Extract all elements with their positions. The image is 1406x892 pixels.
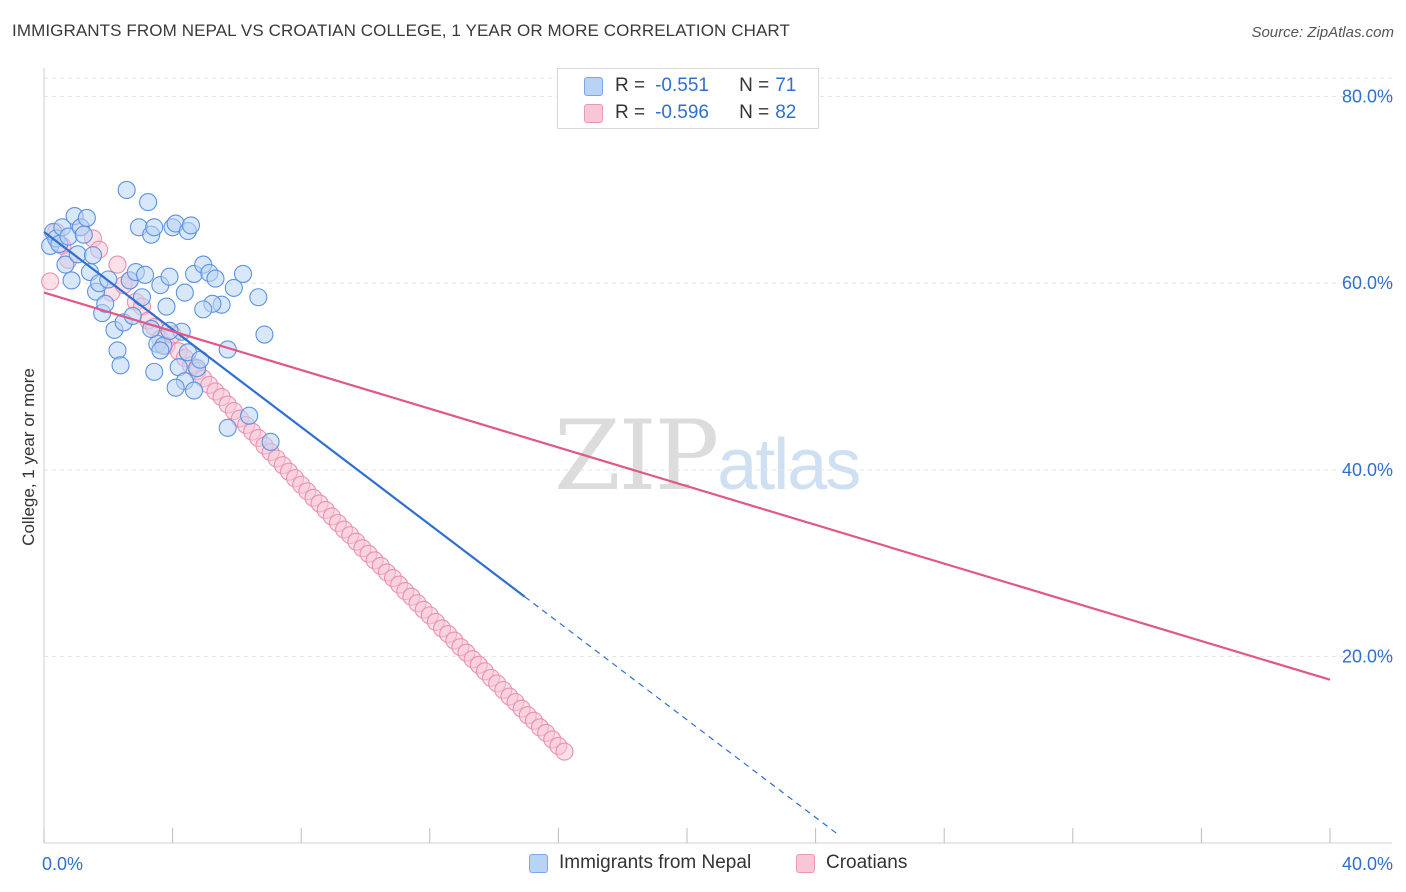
- nepal-point: [96, 294, 115, 313]
- y-axis-label: College, 1 year or more: [19, 368, 38, 546]
- legend-swatch-nepal: [584, 76, 603, 96]
- nepal-point: [218, 418, 237, 437]
- y-tick-label: 40.0%: [1342, 460, 1393, 480]
- nepal-point: [74, 225, 93, 244]
- nepal-point: [83, 246, 103, 265]
- x-tick-label: 40.0%: [1342, 854, 1393, 874]
- chart-source: Source: ZipAtlas.com: [1251, 24, 1394, 41]
- nepal-point: [175, 283, 194, 302]
- series-legend-label-nepal: Immigrants from Nepal: [559, 852, 752, 873]
- watermark: ZIPatlas: [554, 400, 861, 512]
- watermark-zip: ZIP: [554, 400, 719, 512]
- legend-n-value-nepal: 71: [775, 75, 797, 96]
- nepal-point: [132, 288, 152, 307]
- nepal-point: [261, 432, 280, 451]
- legend-r-label: R =: [615, 102, 646, 123]
- nepal-point: [62, 271, 81, 290]
- nepal-point: [224, 278, 243, 297]
- nepal-point: [166, 378, 185, 397]
- nepal-point: [233, 264, 253, 283]
- croatian-point: [555, 742, 574, 761]
- nepal-point: [108, 341, 127, 360]
- legend-row-croatians: R = -0.596 N = 82: [584, 101, 796, 125]
- nepal-point: [151, 341, 170, 360]
- nepal-point: [139, 193, 158, 212]
- x-tick-label: 0.0%: [42, 854, 83, 874]
- nepal-point: [206, 269, 225, 288]
- nepal-point: [145, 218, 164, 237]
- nepal-point: [77, 208, 96, 227]
- legend-row-nepal: R = -0.551 N = 71: [584, 74, 796, 98]
- y-tick-label: 60.0%: [1342, 273, 1393, 293]
- chart-title: IMMIGRANTS FROM NEPAL VS CROATIAN COLLEG…: [12, 21, 790, 40]
- nepal-point: [135, 265, 155, 284]
- nepal-point: [255, 325, 274, 344]
- nepal-point: [117, 180, 136, 200]
- nepal-point: [249, 288, 268, 307]
- nepal-point: [184, 381, 204, 400]
- nepal-point: [194, 300, 213, 319]
- croatian-trendline: [43, 291, 1331, 681]
- series-legend-label-croatians: Croatians: [826, 852, 908, 873]
- watermark-atlas: atlas: [717, 425, 861, 505]
- nepal-point: [111, 356, 130, 375]
- nepal-point: [157, 297, 176, 316]
- nepal-trendline-extension: [524, 596, 841, 837]
- legend-n-value-croatians: 82: [775, 102, 797, 123]
- croatian-point: [108, 255, 127, 274]
- legend-r-value-nepal: -0.551: [655, 75, 709, 96]
- series-legend-nepal[interactable]: Immigrants from Nepal: [529, 852, 751, 874]
- legend-n-label: N =: [739, 75, 770, 96]
- series-legend-swatch-croatians: [796, 853, 815, 873]
- nepal-point: [145, 362, 164, 381]
- series-legend: Immigrants from Nepal Croatians: [0, 852, 1406, 878]
- legend-r-label: R =: [615, 75, 646, 96]
- legend-n-label: N =: [739, 102, 770, 123]
- legend-swatch-croatians: [584, 103, 603, 123]
- nepal-point: [142, 319, 161, 339]
- nepal-point: [56, 255, 75, 274]
- correlation-legend: R = -0.551 N = 71 R = -0.596 N = 82: [557, 68, 819, 129]
- nepal-trendline: [43, 231, 526, 598]
- y-tick-label: 20.0%: [1342, 646, 1393, 666]
- series-legend-croatians[interactable]: Croatians: [796, 852, 907, 874]
- y-tick-label: 80.0%: [1342, 87, 1393, 107]
- nepal-point: [181, 216, 201, 235]
- croatian-point: [41, 272, 60, 291]
- legend-r-value-croatians: -0.596: [655, 102, 709, 123]
- nepal-point: [240, 406, 259, 425]
- series-legend-swatch-nepal: [529, 853, 548, 873]
- nepal-point: [160, 267, 179, 286]
